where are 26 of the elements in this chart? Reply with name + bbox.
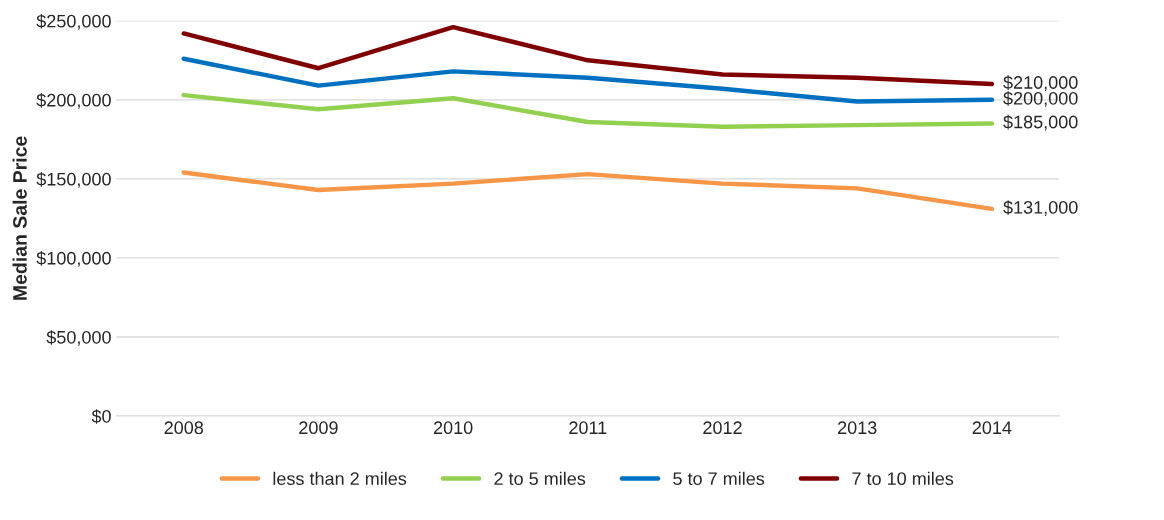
x-tick-label: 2014 <box>972 421 1012 435</box>
data-label: $131,000 <box>1003 200 1078 216</box>
legend-label: less than 2 miles <box>273 471 407 486</box>
x-tick-label: 2011 <box>569 421 607 435</box>
line-series <box>181 56 995 104</box>
line-series <box>181 92 995 129</box>
y-tick-label: $100,000 <box>36 251 111 267</box>
y-tick-label: $50,000 <box>46 330 111 346</box>
legend-label: 7 to 10 miles <box>852 471 954 486</box>
line-series <box>181 170 995 212</box>
x-tick-label: 2010 <box>433 421 473 435</box>
x-tick-label: 2009 <box>299 421 338 435</box>
y-tick-label: $200,000 <box>36 93 111 109</box>
y-tick-label: $250,000 <box>36 13 111 30</box>
x-tick-label: 2012 <box>703 421 742 435</box>
data-label: $200,000 <box>1003 91 1078 107</box>
line-series <box>181 24 995 87</box>
y-tick-label: $0 <box>91 409 111 424</box>
data-label: $210,000 <box>1003 75 1078 92</box>
x-tick-label: 2008 <box>164 421 204 435</box>
legend-label: 2 to 5 miles <box>494 471 586 486</box>
data-label: $185,000 <box>1003 114 1078 131</box>
x-tick-label: 2013 <box>838 421 877 435</box>
y-axis-title: Median Sale Price <box>12 136 27 300</box>
legend-label: 5 to 7 miles <box>673 471 765 486</box>
y-tick-label: $150,000 <box>36 172 111 188</box>
